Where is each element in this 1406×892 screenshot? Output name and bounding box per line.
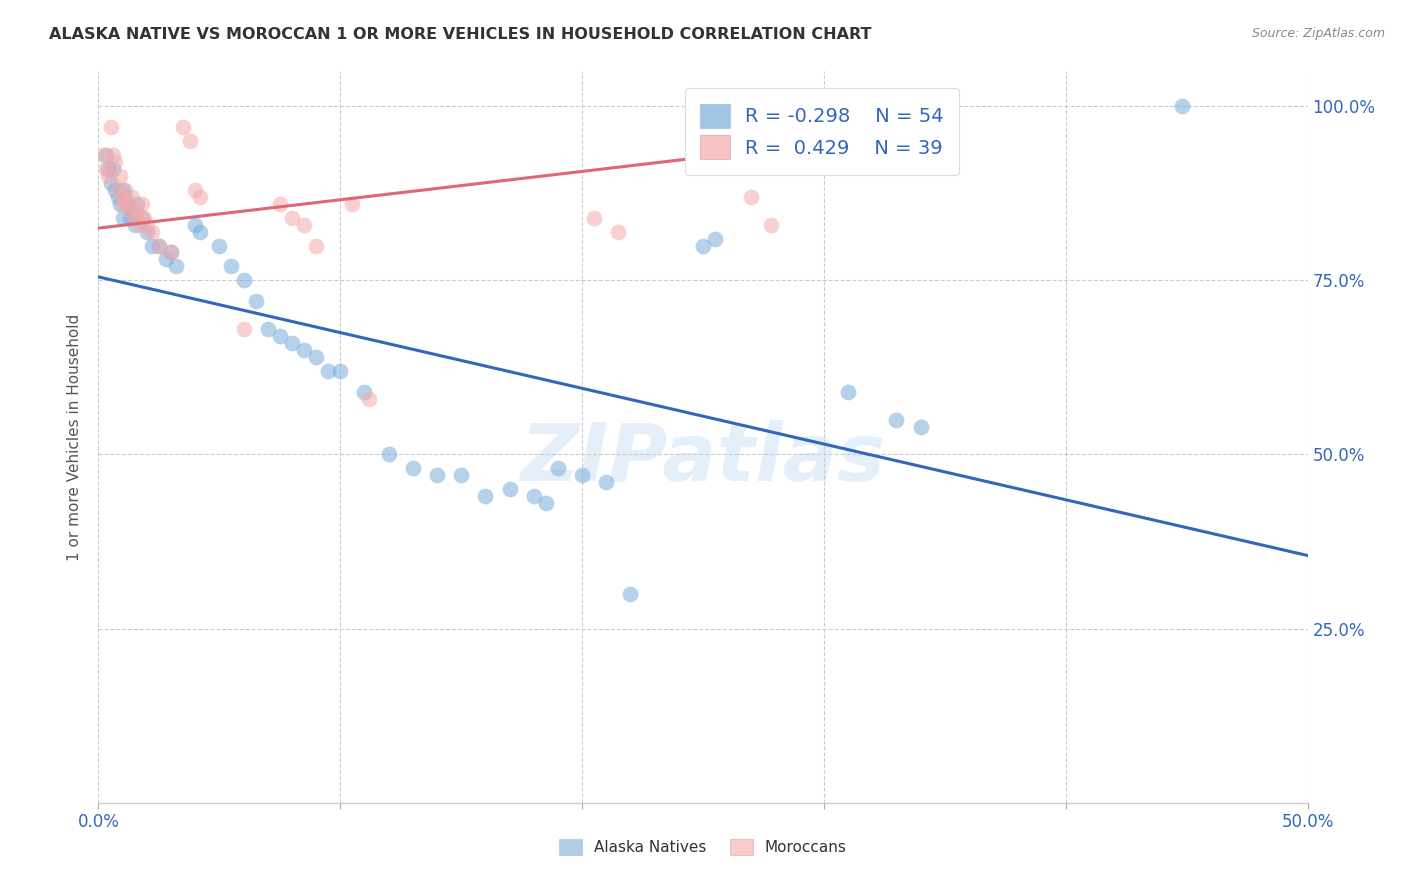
Point <box>281 211 304 225</box>
Point <box>837 384 859 399</box>
Point <box>101 161 124 176</box>
Point <box>188 190 211 204</box>
Point <box>111 196 134 211</box>
Point <box>155 252 177 267</box>
Point <box>101 148 124 162</box>
Point <box>160 245 183 260</box>
Point <box>450 468 472 483</box>
Point <box>148 238 170 252</box>
Point <box>94 148 117 162</box>
Text: Source: ZipAtlas.com: Source: ZipAtlas.com <box>1251 27 1385 40</box>
Point <box>104 183 127 197</box>
Point <box>97 169 120 183</box>
Point <box>269 196 291 211</box>
Point <box>111 211 134 225</box>
Point <box>111 190 134 204</box>
Point <box>292 218 315 232</box>
Point <box>118 203 141 218</box>
Point <box>245 294 267 309</box>
Point <box>759 218 782 232</box>
Point <box>172 120 194 134</box>
Point <box>184 183 207 197</box>
Point <box>232 273 254 287</box>
Point <box>117 196 139 211</box>
Point <box>800 99 823 113</box>
Point <box>342 196 364 211</box>
Text: ALASKA NATIVE VS MOROCCAN 1 OR MORE VEHICLES IN HOUSEHOLD CORRELATION CHART: ALASKA NATIVE VS MOROCCAN 1 OR MORE VEHI… <box>49 27 872 42</box>
Point <box>117 196 139 211</box>
Point <box>104 155 127 169</box>
Point <box>534 496 557 510</box>
Point <box>128 218 150 232</box>
Point <box>141 225 163 239</box>
Point <box>269 329 291 343</box>
Point <box>160 245 183 260</box>
Point <box>127 203 149 218</box>
Point <box>111 183 134 197</box>
Point <box>165 260 187 274</box>
Point <box>292 343 315 357</box>
Legend: Alaska Natives, Moroccans: Alaska Natives, Moroccans <box>553 833 853 861</box>
Point <box>148 238 170 252</box>
Text: ZIPatlas: ZIPatlas <box>520 420 886 498</box>
Point <box>316 364 339 378</box>
Point <box>329 364 352 378</box>
Point <box>114 190 136 204</box>
Point <box>740 190 762 204</box>
Point <box>94 161 117 176</box>
Point <box>595 475 617 490</box>
Point <box>221 260 243 274</box>
Point <box>232 322 254 336</box>
Point <box>547 461 569 475</box>
Point <box>607 225 630 239</box>
Point <box>97 161 120 176</box>
Point <box>135 225 157 239</box>
Point <box>121 190 143 204</box>
Point <box>619 587 641 601</box>
Point <box>583 211 606 225</box>
Point <box>474 489 496 503</box>
Y-axis label: 1 or more Vehicles in Household: 1 or more Vehicles in Household <box>67 313 83 561</box>
Point <box>131 211 153 225</box>
Point <box>305 238 328 252</box>
Point <box>426 468 449 483</box>
Point <box>107 183 129 197</box>
Point <box>377 448 399 462</box>
Point <box>118 211 141 225</box>
Point <box>100 120 122 134</box>
Point <box>523 489 546 503</box>
Point <box>135 218 157 232</box>
Point <box>402 461 425 475</box>
Point <box>305 350 328 364</box>
Point <box>134 211 156 225</box>
Point <box>281 336 304 351</box>
Point <box>114 183 136 197</box>
Point <box>208 238 231 252</box>
Point <box>100 176 122 190</box>
Point <box>179 134 201 148</box>
Point <box>108 169 131 183</box>
Point <box>108 196 131 211</box>
Point <box>127 196 149 211</box>
Point <box>107 190 129 204</box>
Point <box>886 412 908 426</box>
Point <box>1171 99 1194 113</box>
Point <box>141 238 163 252</box>
Point <box>124 218 146 232</box>
Point <box>704 231 727 245</box>
Point <box>91 148 114 162</box>
Point <box>184 218 207 232</box>
Point <box>692 238 714 252</box>
Point <box>121 203 143 218</box>
Point <box>910 419 932 434</box>
Point <box>571 468 593 483</box>
Point <box>353 384 375 399</box>
Point <box>256 322 278 336</box>
Point <box>124 211 146 225</box>
Point <box>498 483 520 497</box>
Point <box>359 392 381 406</box>
Point <box>188 225 211 239</box>
Point <box>131 196 153 211</box>
